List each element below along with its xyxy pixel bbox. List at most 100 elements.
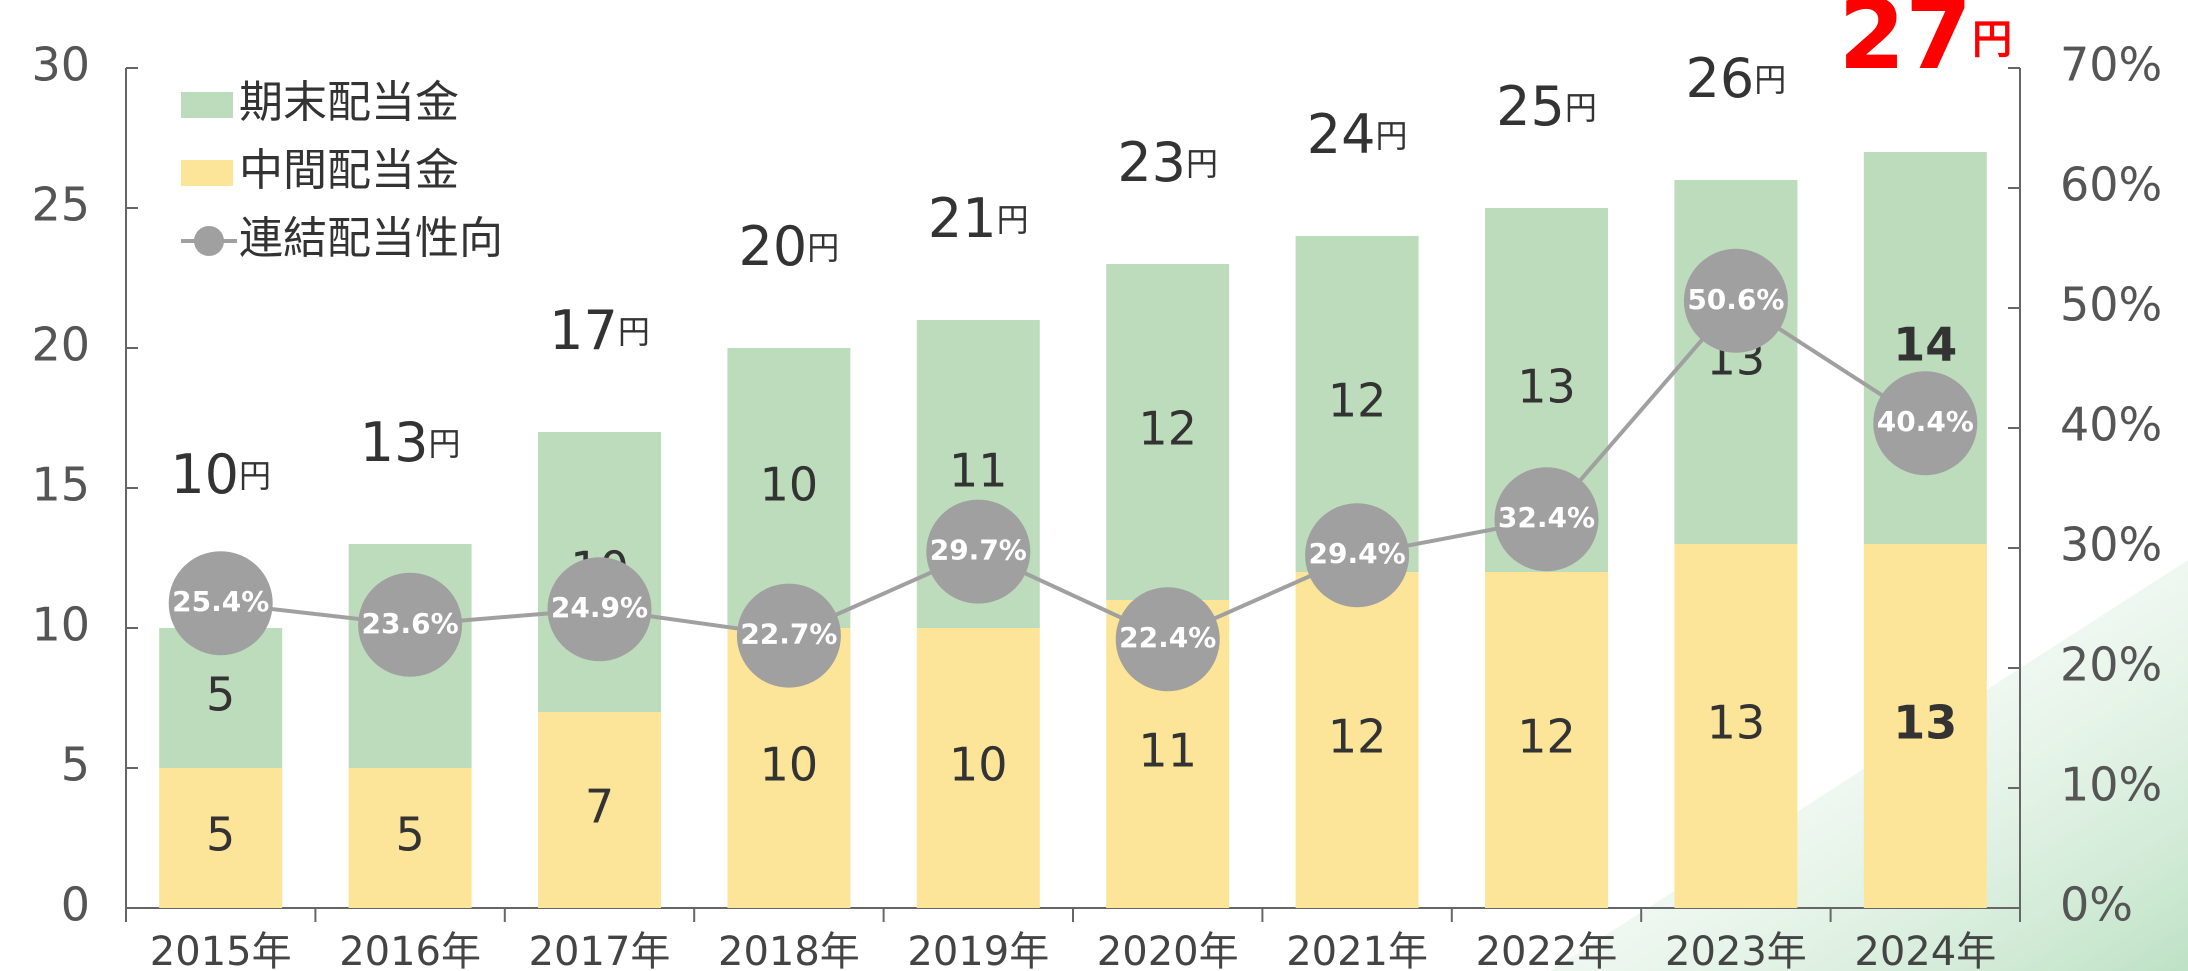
- segment-label: 13: [1517, 360, 1576, 414]
- total-unit: 円: [239, 457, 271, 495]
- total-value: 27: [1839, 0, 1973, 91]
- ratio-marker: [926, 499, 1031, 604]
- ratio-label: 24.9%: [551, 591, 648, 624]
- x-tick-label: 2022年: [1476, 929, 1618, 971]
- total-unit: 円: [428, 425, 460, 463]
- total-value: 10: [170, 443, 239, 506]
- ratio-label: 40.4%: [1877, 405, 1974, 438]
- segment-label: 11: [949, 444, 1008, 498]
- segment-label: 11: [1138, 724, 1197, 778]
- total-label: 10円: [170, 443, 271, 506]
- ratio-label: 22.4%: [1119, 621, 1216, 654]
- y2-tick-label: 50%: [2060, 278, 2162, 332]
- y-tick-label: 5: [61, 738, 90, 792]
- legend-label: 期末配当金: [239, 77, 459, 128]
- ratio-marker: [736, 583, 841, 688]
- x-tick-label: 2021年: [1286, 929, 1428, 971]
- total-label: 17円: [549, 299, 650, 362]
- legend-swatch: [181, 160, 233, 186]
- bar-segment: [727, 348, 851, 628]
- total-value: 13: [360, 411, 429, 474]
- y2-tick-label: 0%: [2060, 878, 2133, 932]
- x-tick-label: 2015年: [150, 929, 292, 971]
- legend-swatch: [181, 92, 233, 118]
- ratio-label: 50.6%: [1687, 283, 1784, 316]
- total-value: 24: [1307, 103, 1376, 166]
- bar-segment: [1863, 152, 1987, 544]
- legend-label: 連結配当性向: [239, 213, 503, 264]
- y2-tick-label: 60%: [2060, 158, 2162, 212]
- segment-label: 12: [1328, 710, 1387, 764]
- segment-label: 12: [1328, 374, 1387, 428]
- ratio-label: 25.4%: [172, 585, 269, 618]
- total-value: 25: [1496, 75, 1565, 138]
- bar-segment: [159, 768, 283, 908]
- total-label: 25円: [1496, 75, 1597, 138]
- y-tick-label: 30: [31, 38, 90, 92]
- ratio-label: 29.7%: [930, 534, 1027, 567]
- total-value: 26: [1686, 47, 1755, 110]
- bar-segment: [1674, 180, 1798, 544]
- segment-label: 12: [1517, 710, 1576, 764]
- x-tick-label: 2020年: [1097, 929, 1239, 971]
- total-unit: 円: [1375, 117, 1407, 155]
- total-value: 23: [1117, 131, 1186, 194]
- y-tick-label: 15: [31, 458, 90, 512]
- bar-segment: [348, 768, 472, 908]
- x-tick-label: 2016年: [339, 929, 481, 971]
- x-tick-label: 2024年: [1854, 929, 1996, 971]
- total-label: 20円: [739, 215, 840, 278]
- segment-label: 13: [1707, 696, 1766, 750]
- ratio-marker: [1873, 371, 1978, 476]
- y-tick-label: 10: [31, 598, 90, 652]
- segment-label: 14: [1893, 318, 1957, 372]
- bar-segment: [916, 628, 1040, 908]
- ratio-label: 32.4%: [1498, 501, 1595, 534]
- ratio-marker: [1683, 248, 1788, 353]
- ratio-marker: [168, 551, 273, 656]
- total-unit: 円: [1186, 145, 1218, 183]
- total-unit: 円: [1754, 61, 1786, 99]
- segment-label: 10: [949, 738, 1008, 792]
- total-value: 17: [549, 299, 618, 362]
- segment-label: 5: [206, 668, 235, 722]
- y2-tick-label: 40%: [2060, 398, 2162, 452]
- legend-label: 中間配当金: [239, 145, 459, 196]
- bar-segment: [1106, 264, 1230, 600]
- ratio-label: 23.6%: [362, 607, 459, 640]
- y2-tick-label: 30%: [2060, 518, 2162, 572]
- total-unit: 円: [1565, 89, 1597, 127]
- bar-segment: [1863, 544, 1987, 908]
- ratio-marker: [358, 572, 463, 677]
- x-tick-label: 2017年: [529, 929, 671, 971]
- ratio-marker: [1115, 587, 1220, 692]
- y2-tick-label: 70%: [2060, 38, 2162, 92]
- x-tick-label: 2019年: [907, 929, 1049, 971]
- ratio-label: 22.7%: [740, 618, 837, 651]
- ratio-marker: [1494, 467, 1599, 572]
- total-unit: 円: [618, 313, 650, 351]
- segment-label: 13: [1893, 696, 1957, 750]
- total-label: 27円: [1839, 0, 2013, 91]
- legend-marker: [194, 226, 224, 256]
- total-unit: 円: [1972, 17, 2012, 63]
- bar-segment: [1485, 572, 1608, 908]
- bar-segment: [1674, 544, 1798, 908]
- segment-label: 5: [395, 808, 424, 862]
- total-label: 13円: [360, 411, 461, 474]
- y-tick-label: 0: [61, 878, 90, 932]
- y-tick-label: 20: [31, 318, 90, 372]
- total-label: 21円: [928, 187, 1029, 250]
- bar-segment: [1295, 572, 1419, 908]
- segment-label: 5: [206, 808, 235, 862]
- total-value: 20: [739, 215, 808, 278]
- ratio-marker: [1305, 503, 1410, 608]
- total-label: 24円: [1307, 103, 1408, 166]
- bar-segment: [538, 712, 661, 908]
- segment-label: 10: [760, 738, 819, 792]
- total-unit: 円: [807, 229, 839, 267]
- y2-tick-label: 20%: [2060, 638, 2162, 692]
- ratio-line: [220, 298, 1927, 642]
- ratio-label: 29.4%: [1309, 537, 1406, 570]
